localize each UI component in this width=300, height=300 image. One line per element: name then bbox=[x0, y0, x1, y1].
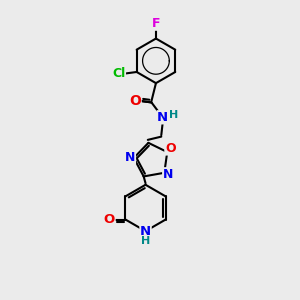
Text: F: F bbox=[152, 17, 160, 30]
Text: H: H bbox=[141, 236, 150, 246]
Text: N: N bbox=[140, 225, 151, 238]
Text: N: N bbox=[163, 168, 173, 181]
Text: O: O bbox=[104, 213, 115, 226]
Text: Cl: Cl bbox=[112, 67, 125, 80]
Text: N: N bbox=[125, 152, 135, 164]
Text: H: H bbox=[169, 110, 179, 120]
Text: O: O bbox=[165, 142, 175, 155]
Text: O: O bbox=[129, 94, 141, 108]
Text: N: N bbox=[157, 111, 168, 124]
